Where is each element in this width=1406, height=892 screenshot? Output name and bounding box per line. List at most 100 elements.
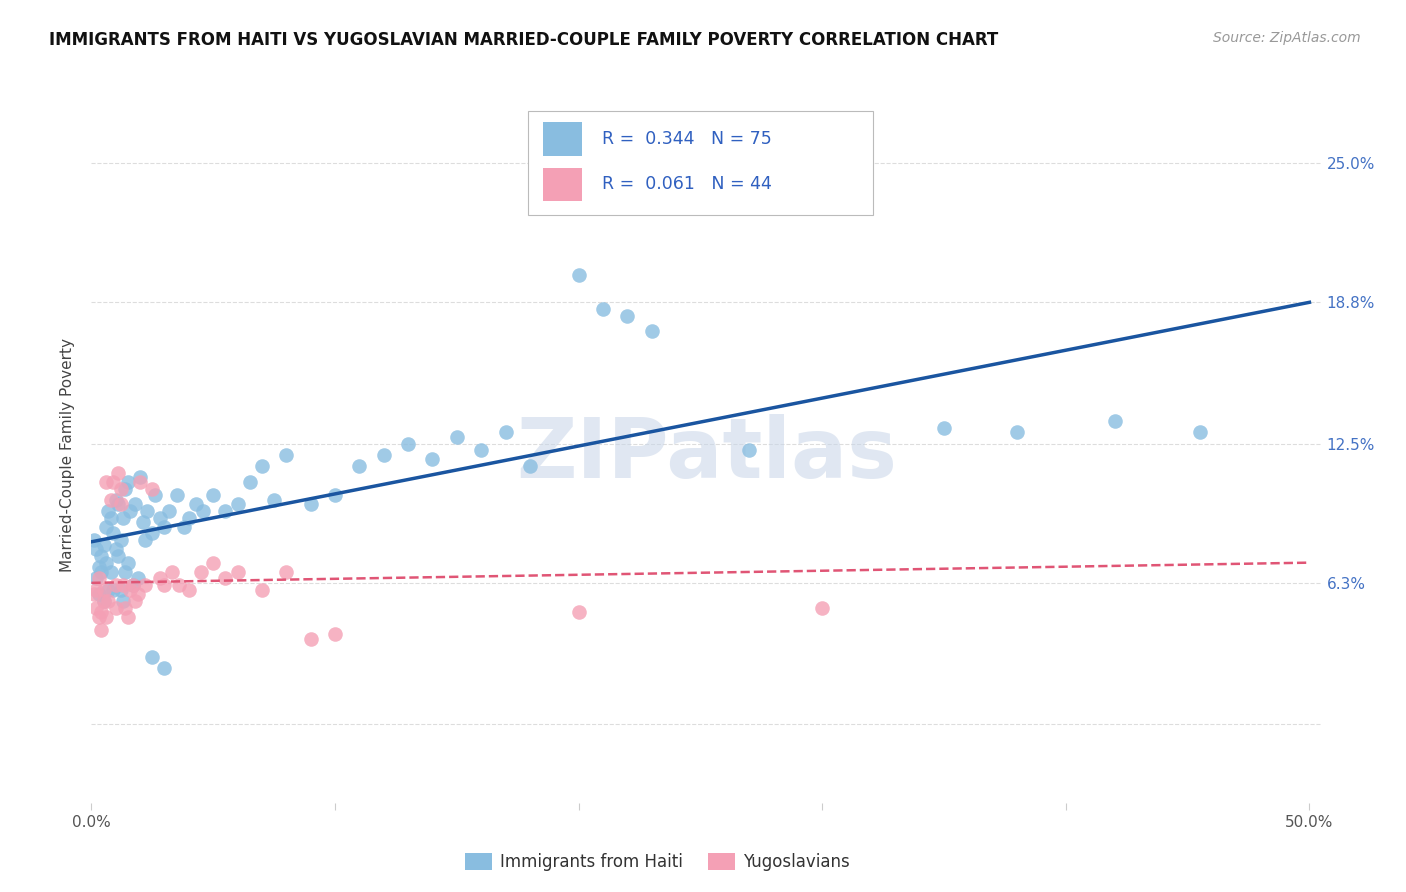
Point <box>124 497 146 511</box>
Point <box>83 587 105 601</box>
Point <box>250 582 273 597</box>
Point <box>141 482 163 496</box>
Point <box>153 520 176 534</box>
Point <box>323 627 346 641</box>
Point <box>157 504 180 518</box>
Point <box>239 475 262 489</box>
Point <box>470 443 492 458</box>
Point <box>93 594 115 608</box>
Point <box>124 594 146 608</box>
Point <box>114 482 136 496</box>
Point <box>87 587 110 601</box>
Point <box>1005 425 1028 440</box>
Point <box>104 578 127 592</box>
Legend: Immigrants from Haiti, Yugoslavians: Immigrants from Haiti, Yugoslavians <box>458 847 856 878</box>
Point <box>100 492 122 507</box>
Point <box>136 504 159 518</box>
Point <box>114 565 136 579</box>
Y-axis label: Married-Couple Family Poverty: Married-Couple Family Poverty <box>60 338 76 572</box>
Point <box>87 571 110 585</box>
Point <box>173 520 195 534</box>
Point <box>94 475 117 489</box>
Point <box>1104 414 1126 428</box>
Point <box>190 565 212 579</box>
Point <box>149 571 172 585</box>
FancyBboxPatch shape <box>529 111 873 215</box>
Point <box>276 565 298 579</box>
Point <box>93 594 115 608</box>
Point <box>121 578 143 592</box>
Point <box>112 594 135 608</box>
Point <box>141 526 163 541</box>
Text: IMMIGRANTS FROM HAITI VS YUGOSLAVIAN MARRIED-COUPLE FAMILY POVERTY CORRELATION C: IMMIGRANTS FROM HAITI VS YUGOSLAVIAN MAR… <box>49 31 998 49</box>
Point <box>104 492 127 507</box>
Point <box>149 510 172 524</box>
Point <box>186 497 208 511</box>
Point <box>100 510 122 524</box>
Point <box>127 587 149 601</box>
Point <box>519 459 541 474</box>
Point <box>153 578 176 592</box>
Point <box>263 492 285 507</box>
Point <box>141 649 163 664</box>
Point <box>202 556 225 570</box>
Point <box>84 582 107 597</box>
Point <box>127 571 149 585</box>
Point <box>104 542 127 557</box>
Point <box>592 301 614 316</box>
Point <box>103 475 125 489</box>
Point <box>90 549 112 563</box>
Text: R =  0.061   N = 44: R = 0.061 N = 44 <box>602 175 772 194</box>
Point <box>299 632 322 646</box>
Point <box>97 582 120 597</box>
Point <box>177 510 200 524</box>
Point <box>193 504 215 518</box>
Point <box>97 504 120 518</box>
Text: R =  0.344   N = 75: R = 0.344 N = 75 <box>602 130 772 148</box>
Text: ZIPatlas: ZIPatlas <box>516 415 897 495</box>
Point <box>616 309 638 323</box>
Point <box>117 556 139 570</box>
Point <box>100 565 122 579</box>
Point <box>250 459 273 474</box>
Point <box>811 600 834 615</box>
Point <box>93 538 115 552</box>
Point <box>121 578 143 592</box>
Point <box>568 605 591 619</box>
FancyBboxPatch shape <box>543 168 582 201</box>
Point <box>134 578 156 592</box>
Point <box>84 542 107 557</box>
Point <box>110 582 132 597</box>
Point <box>90 605 112 619</box>
FancyBboxPatch shape <box>543 122 582 156</box>
Point <box>167 578 190 592</box>
Point <box>93 582 115 597</box>
Point <box>396 436 419 450</box>
Point <box>84 600 107 615</box>
Point <box>1188 425 1211 440</box>
Point <box>94 609 117 624</box>
Point <box>112 510 135 524</box>
Point <box>166 488 188 502</box>
Point <box>87 560 110 574</box>
Point <box>214 504 236 518</box>
Point <box>97 594 120 608</box>
Point <box>94 556 117 570</box>
Point <box>110 497 132 511</box>
Point <box>120 582 142 597</box>
Point <box>276 448 298 462</box>
Point <box>226 565 249 579</box>
Point <box>117 475 139 489</box>
Point <box>202 488 225 502</box>
Point <box>110 482 132 496</box>
Point <box>120 504 142 518</box>
Point <box>110 533 132 548</box>
Point <box>323 488 346 502</box>
Point <box>107 497 129 511</box>
Point <box>83 533 105 548</box>
Point <box>349 459 371 474</box>
Point <box>129 475 152 489</box>
Point <box>134 533 156 548</box>
Point <box>107 466 129 480</box>
Point <box>107 549 129 563</box>
